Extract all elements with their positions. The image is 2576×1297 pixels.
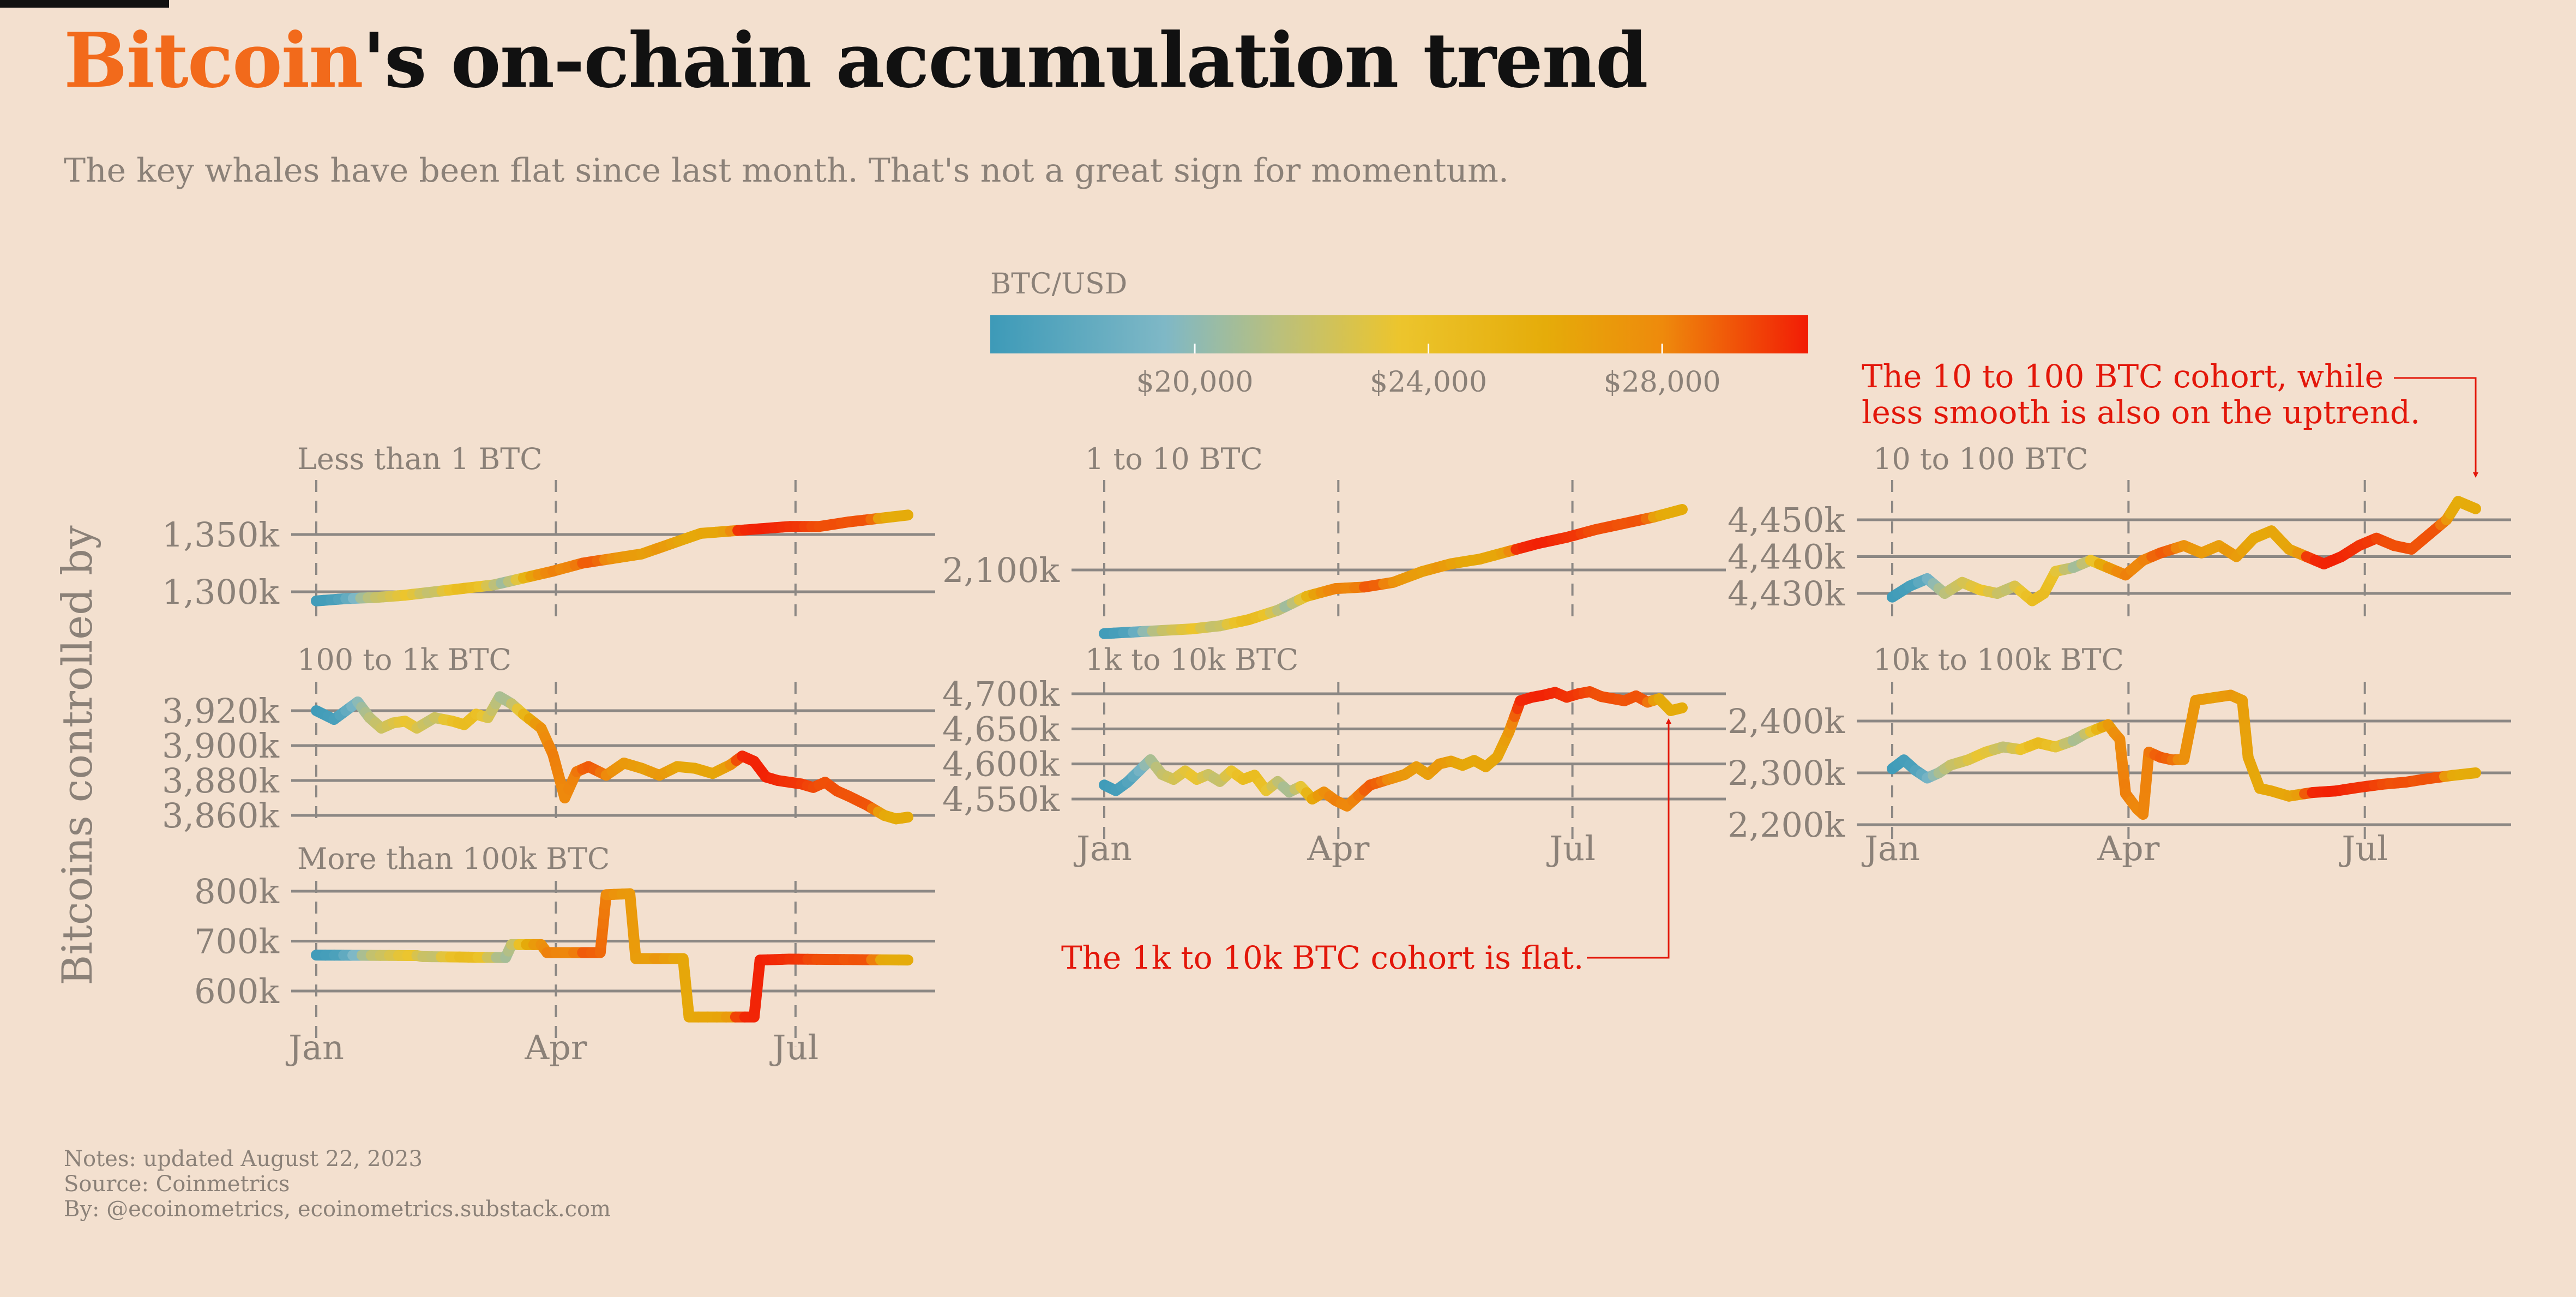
y-tick-label: 2,100k: [942, 550, 1060, 590]
series-segment: [895, 509, 913, 521]
notes-updated: Notes: updated August 22, 2023: [64, 1146, 423, 1172]
annotation-1k-to-10k-arrow: [1587, 718, 1671, 959]
y-tick-label: 4,700k: [942, 674, 1060, 714]
y-tick-label: 2,300k: [1728, 753, 1845, 793]
annotation-10-to-100-arrow: [2394, 377, 2478, 478]
x-tick-label: Jan: [1861, 828, 1920, 868]
y-tick-label: 600k: [194, 971, 279, 1011]
y-tick-label: 4,450k: [1728, 500, 1845, 540]
series-segment: [896, 812, 913, 824]
y-tick-label: 3,920k: [162, 691, 279, 731]
panel-1-to-10: 2,100k 1 to 10 BTC: [942, 442, 1726, 639]
y-tick-label: 4,430k: [1728, 574, 1845, 614]
panel-label: More than 100k BTC: [297, 842, 610, 876]
title-accent: Bitcoin: [64, 16, 364, 105]
footer-notes: Notes: updated August 22, 2023 Source: C…: [64, 1146, 611, 1222]
x-tick-label: Jul: [769, 1028, 819, 1067]
colorbar-gradient: [990, 315, 1808, 353]
title-rest: 's on-chain accumulation trend: [362, 16, 1648, 105]
y-tick-label: 4,440k: [1728, 537, 1845, 577]
page-title: Bitcoin's on-chain accumulation trend: [64, 15, 1648, 106]
x-tick-label: Jul: [1546, 828, 1596, 868]
panel-label: 1k to 10k BTC: [1085, 643, 1298, 677]
y-tick-label: 3,880k: [162, 761, 279, 801]
series-segment: [1671, 702, 1688, 715]
top-accent-bar: [0, 0, 169, 8]
y-tick-label: 4,600k: [942, 744, 1060, 784]
colorbar-tick-label: $20,000: [1136, 366, 1253, 399]
panel-label: 1 to 10 BTC: [1085, 442, 1263, 476]
panel-label: 10 to 100 BTC: [1873, 442, 2089, 476]
page-subtitle: The key whales have been flat since last…: [64, 152, 1509, 190]
y-tick-label: 700k: [194, 922, 279, 962]
panel-label: 100 to 1k BTC: [297, 643, 511, 677]
y-tick-label: 4,650k: [942, 709, 1060, 749]
x-tick-label: Apr: [2097, 828, 2159, 868]
y-tick-label: 2,400k: [1728, 701, 1845, 741]
colorbar-title: BTC/USD: [990, 268, 1127, 301]
notes-source: Source: Coinmetrics: [64, 1172, 290, 1197]
y-tick-label: 4,550k: [942, 779, 1060, 819]
panel-less-than-1: 1,300k 1,350k Less than 1 BTC: [162, 442, 935, 625]
panel-label: 10k to 100k BTC: [1873, 643, 2124, 677]
y-tick-label: 1,350k: [162, 515, 279, 555]
y-tick-label: 800k: [194, 872, 279, 911]
y-axis-label: Bitcoins controlled by: [53, 525, 101, 985]
x-tick-label: Jul: [2338, 828, 2388, 868]
series-segment: [2462, 767, 2481, 779]
colorbar-tick-label: $28,000: [1604, 366, 1721, 399]
x-tick-label: Apr: [1307, 828, 1369, 868]
x-tick-label: Jan: [285, 1028, 344, 1067]
series-segment: [2461, 500, 2481, 514]
x-tick-label: Apr: [524, 1028, 587, 1067]
price-colorbar: BTC/USD $20,000 $24,000 $28,000: [990, 268, 1808, 399]
panel-10k-to-100k: 2,200k 2,300k 2,400k 10k to 100k BTC Jan Apr J…: [1728, 643, 2511, 868]
annotation-10-to-100-line2: less smooth is also on the uptrend.: [1862, 394, 2420, 431]
panel-label: Less than 1 BTC: [297, 442, 543, 476]
panel-more-than-100k: 600k 700k 800k More than 100k BTC Jan Apr Jul: [194, 842, 935, 1067]
y-tick-label: 1,300k: [162, 572, 279, 612]
notes-byline: By: @ecoinometrics, ecoinometrics.substa…: [64, 1197, 611, 1222]
colorbar-tick-label: $24,000: [1370, 366, 1487, 399]
series-segment: [1669, 503, 1688, 517]
y-tick-label: 3,900k: [162, 726, 279, 766]
annotation-1k-to-10k: The 1k to 10k BTC cohort is flat.: [1061, 939, 1584, 976]
y-tick-label: 2,200k: [1728, 805, 1845, 845]
annotation-10-to-100-line1: The 10 to 100 BTC cohort, while: [1862, 358, 2384, 395]
y-tick-label: 3,860k: [162, 796, 279, 836]
x-tick-label: Jan: [1073, 828, 1132, 868]
